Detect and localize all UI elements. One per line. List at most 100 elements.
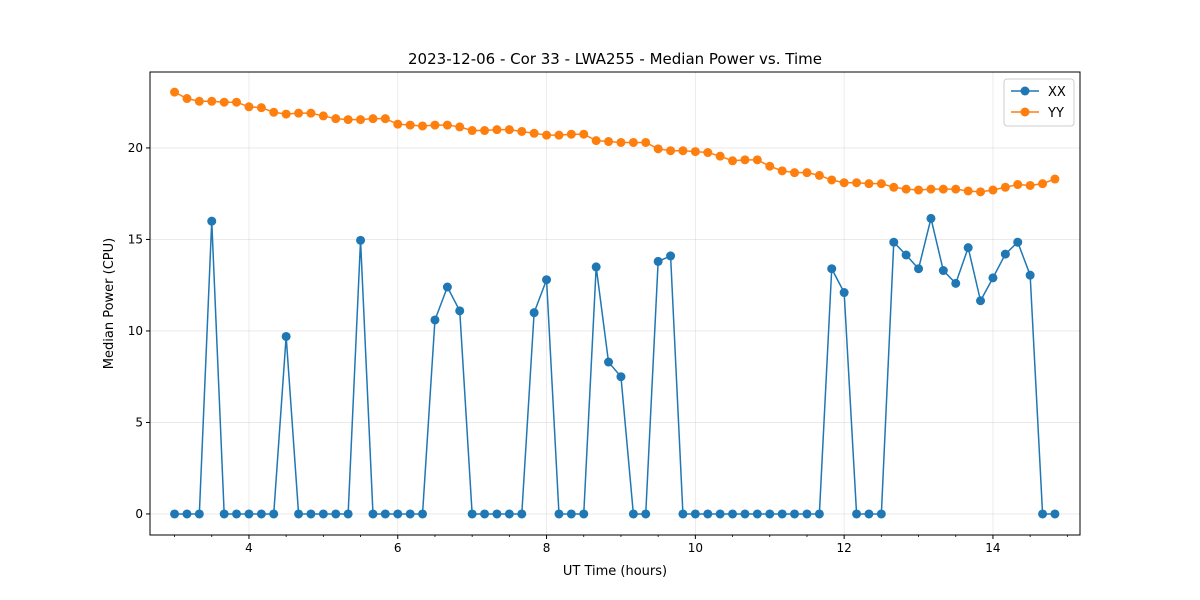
data-point-xx xyxy=(256,509,266,519)
data-point-yy xyxy=(579,129,589,139)
data-point-yy xyxy=(492,125,502,135)
data-point-xx xyxy=(281,331,291,341)
data-point-yy xyxy=(207,96,217,106)
data-point-yy xyxy=(380,114,390,124)
data-point-xx xyxy=(380,509,390,519)
data-point-yy xyxy=(256,103,266,113)
data-point-yy xyxy=(442,120,452,130)
data-point-yy xyxy=(232,97,242,107)
data-point-xx xyxy=(963,243,973,253)
legend-marker-xx xyxy=(1020,86,1030,96)
axes: 4 6 8 10 12 14 0 5 10 15 20 xyxy=(128,141,1068,555)
data-point-xx xyxy=(1025,270,1035,280)
data-point-yy xyxy=(244,102,254,112)
data-point-yy xyxy=(554,130,564,140)
data-point-xx xyxy=(653,256,663,266)
data-point-yy xyxy=(566,129,576,139)
data-point-xx xyxy=(790,509,800,519)
data-point-yy xyxy=(604,137,614,147)
data-point-yy xyxy=(294,108,304,118)
x-tick-label: 8 xyxy=(543,541,551,555)
data-point-yy xyxy=(542,130,552,140)
data-point-yy xyxy=(269,107,279,117)
data-point-yy xyxy=(678,146,688,156)
data-point-yy xyxy=(790,168,800,178)
y-tick-label: 10 xyxy=(128,324,143,338)
data-point-xx xyxy=(951,278,961,288)
data-point-yy xyxy=(666,146,676,156)
data-point-xx xyxy=(765,509,775,519)
data-point-xx xyxy=(467,509,477,519)
data-point-xx xyxy=(207,216,217,226)
data-point-xx xyxy=(182,509,192,519)
data-point-yy xyxy=(653,144,663,154)
data-point-xx xyxy=(442,282,452,292)
data-point-yy xyxy=(517,126,527,136)
chart-title: 2023-12-06 - Cor 33 - LWA255 - Median Po… xyxy=(408,50,822,68)
data-point-xx xyxy=(1000,249,1010,259)
data-point-xx xyxy=(976,296,986,306)
data-point-yy xyxy=(393,119,403,129)
data-point-xx xyxy=(901,250,911,260)
data-point-yy xyxy=(467,126,477,136)
data-point-xx xyxy=(194,509,204,519)
data-point-yy xyxy=(938,184,948,194)
data-point-xx xyxy=(814,509,824,519)
data-point-yy xyxy=(963,186,973,196)
data-point-xx xyxy=(1050,509,1060,519)
data-point-yy xyxy=(455,122,465,132)
data-point-yy xyxy=(777,166,787,176)
data-point-yy xyxy=(318,111,328,121)
data-point-xx xyxy=(306,509,316,519)
data-point-yy xyxy=(1013,180,1023,190)
plot-background xyxy=(150,72,1080,535)
data-point-yy xyxy=(814,170,824,180)
data-point-yy xyxy=(715,151,725,161)
data-point-yy xyxy=(641,137,651,147)
data-point-xx xyxy=(777,509,787,519)
data-point-yy xyxy=(591,136,601,146)
data-point-xx xyxy=(269,509,279,519)
data-point-yy xyxy=(182,94,192,104)
data-point-xx xyxy=(690,509,700,519)
data-point-xx xyxy=(839,288,849,298)
grid xyxy=(150,72,1080,535)
data-point-xx xyxy=(876,509,886,519)
data-point-xx xyxy=(529,308,539,318)
data-point-yy xyxy=(616,137,626,147)
data-point-xx xyxy=(802,509,812,519)
data-point-xx xyxy=(914,264,924,274)
data-point-yy xyxy=(839,178,849,188)
data-point-yy xyxy=(504,125,514,135)
data-point-xx xyxy=(1013,237,1023,247)
data-point-xx xyxy=(666,251,676,261)
data-point-xx xyxy=(715,509,725,519)
series-layer xyxy=(170,87,1060,519)
data-point-xx xyxy=(219,509,229,519)
plot-frame xyxy=(149,71,1081,536)
data-point-xx xyxy=(430,315,440,325)
x-tick-label: 12 xyxy=(837,541,852,555)
data-point-xx xyxy=(480,509,490,519)
data-point-yy xyxy=(1025,180,1035,190)
data-point-xx xyxy=(1038,509,1048,519)
data-point-yy xyxy=(430,120,440,130)
legend-label-yy: YY xyxy=(1047,106,1064,121)
data-point-xx xyxy=(566,509,576,519)
y-axis-label: Median Power (CPU) xyxy=(102,238,117,369)
data-point-xx xyxy=(356,235,366,245)
series-xx xyxy=(170,213,1060,519)
data-point-yy xyxy=(170,87,180,97)
data-point-yy xyxy=(703,148,713,158)
data-point-yy xyxy=(219,97,229,107)
data-point-xx xyxy=(554,509,564,519)
data-point-yy xyxy=(343,115,353,125)
data-point-xx xyxy=(628,509,638,519)
data-point-yy xyxy=(889,182,899,192)
data-point-yy xyxy=(306,108,316,118)
x-tick-label: 6 xyxy=(394,541,402,555)
data-point-xx xyxy=(579,509,589,519)
data-point-xx xyxy=(604,357,614,367)
data-point-yy xyxy=(802,168,812,178)
data-point-yy xyxy=(529,128,539,138)
